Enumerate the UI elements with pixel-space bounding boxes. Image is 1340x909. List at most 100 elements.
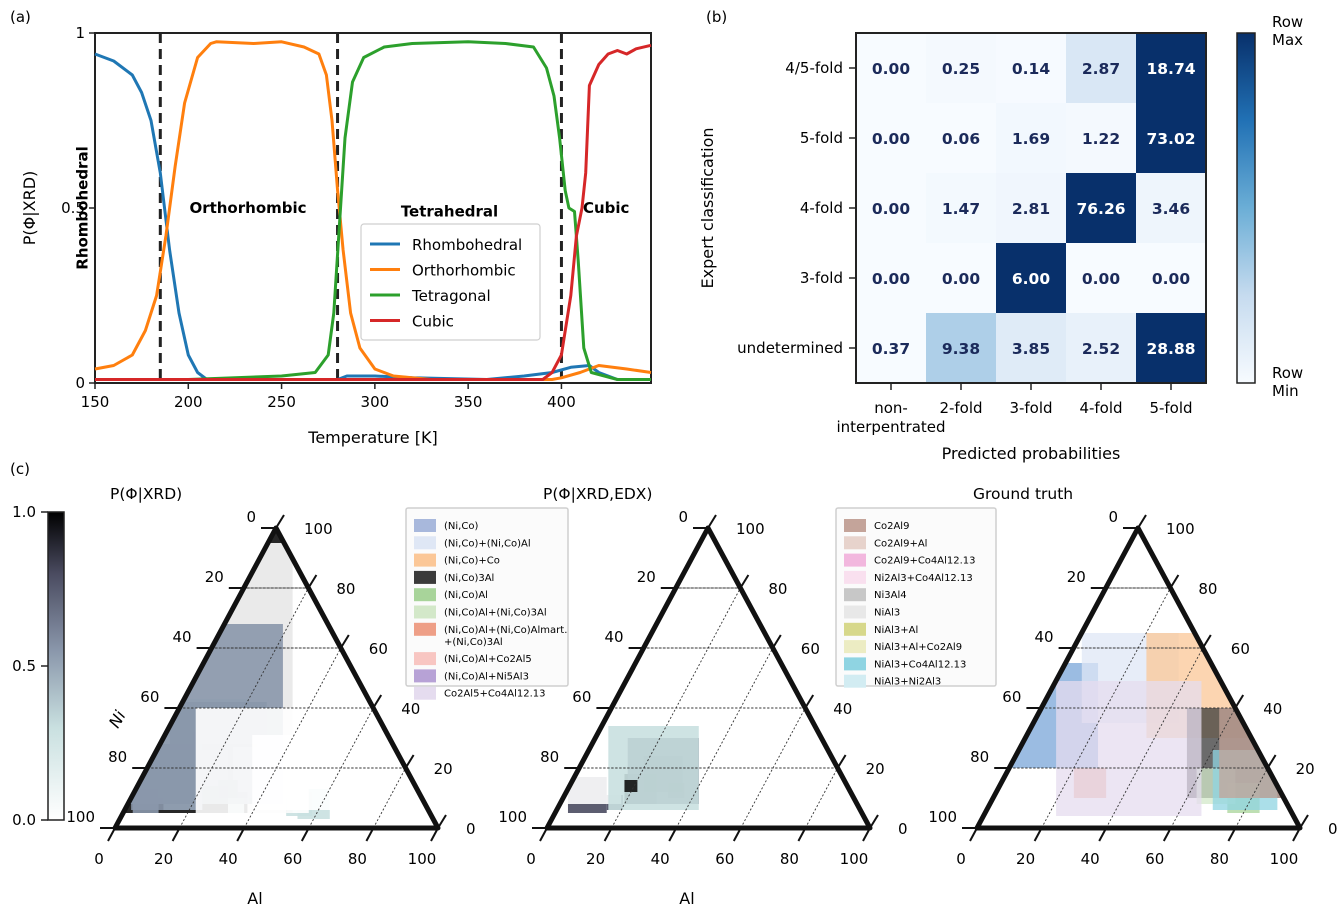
transition-lines	[158, 33, 563, 383]
left-tick-label: 20	[637, 568, 656, 586]
right-tick-label: 40	[833, 700, 852, 718]
left-tick-label: 60	[572, 688, 591, 706]
heatmap-cell	[1136, 243, 1206, 313]
right-tick	[437, 814, 447, 829]
x-axis-label: Temperature [K]	[307, 428, 437, 447]
bottom-tick	[862, 827, 871, 842]
colorbar-tick-label: 1.0	[12, 503, 36, 521]
heatmap-cell	[996, 313, 1066, 383]
right-tick	[869, 814, 879, 829]
cell-value-label: 18.74	[1146, 60, 1195, 78]
x-axis-label: Predicted probabilities	[942, 444, 1121, 463]
x-tick-label: 300	[361, 393, 390, 411]
probability-cell	[195, 708, 309, 813]
right-tick-label: 100	[1166, 520, 1195, 538]
phase-legend-2: Co2Al9 Co2Al9+Al Co2Al9+Co4Al12.13 Ni2Al3+C…	[835, 507, 997, 688]
right-tick-label: 80	[336, 580, 355, 598]
heatmap-cell	[1066, 243, 1136, 313]
right-tick-label: 60	[369, 640, 388, 658]
right-tick	[1234, 694, 1245, 709]
right-tick-label: 20	[1296, 760, 1315, 778]
right-tick-label: 20	[434, 760, 453, 778]
ternary-grid	[1009, 587, 1268, 829]
legend-swatch	[414, 652, 436, 666]
legend-entry: Ni3Al4	[874, 590, 907, 601]
right-tick-label: 0	[898, 820, 908, 838]
bottom-tick-label: 20	[1016, 850, 1035, 868]
heatmap-cell	[1136, 103, 1206, 173]
ternary-frame	[544, 525, 873, 831]
legend-entry: Co2Al9	[874, 521, 909, 532]
cell-value-label: 0.00	[872, 130, 910, 148]
cell-value-label: 1.22	[1082, 130, 1120, 148]
left-tick-label: 100	[66, 808, 95, 826]
bottom-tick	[430, 827, 439, 842]
left-tick-label: 60	[1002, 688, 1021, 706]
colorbar	[47, 511, 65, 821]
bottom-tick	[668, 827, 678, 842]
legend-swatch	[414, 669, 436, 683]
y-tick-label: 1	[75, 24, 85, 42]
legend-entry: NiAl3+Al+Co2Al9	[874, 642, 962, 653]
legend-swatch	[844, 674, 866, 688]
right-tick	[307, 574, 318, 589]
legend-swatch	[844, 519, 866, 532]
left-tick-label: 100	[498, 808, 527, 826]
legend-swatch	[414, 536, 436, 550]
heatmap-cell	[1066, 33, 1136, 103]
legend-swatch	[414, 519, 436, 532]
cell-value-label: 0.00	[872, 270, 910, 288]
cell-value-label: 1.47	[942, 200, 980, 218]
legend-entry: Cubic	[412, 313, 454, 331]
phase-region-label: Cubic	[583, 199, 629, 217]
cell-value-label: 73.02	[1146, 130, 1195, 148]
ternary-plots: P(Φ|XRD) 0 100 0 20 80 20 40 60 40 60 40 60 80 20 80 100…	[66, 485, 1337, 908]
confusion-matrix-panel: 0.00 0.25 0.14 2.87 18.74 0.00 0.06 1.69 1.22 73.…	[698, 13, 1303, 463]
bottom-tick-label: 60	[1145, 850, 1164, 868]
ternary-ticks: 0 100 0 20 80 20 40 60 40 60 40 60 80 20 80 100 0 100	[498, 508, 907, 868]
bottom-tick	[732, 827, 742, 842]
left-tick-label: 100	[928, 808, 957, 826]
right-tick	[771, 634, 782, 649]
probability-cell	[1219, 708, 1300, 798]
colorbar-min-label: Row	[1272, 364, 1303, 382]
legend-entry: Rhombohedral	[412, 236, 522, 254]
y-tick-label: 4-fold	[800, 199, 843, 217]
series-line-tetragonal	[95, 40, 651, 381]
bottom-tick	[300, 827, 310, 842]
legend-swatch	[414, 686, 436, 700]
colorbar-min-label: Min	[1272, 382, 1299, 400]
cell-value-label: 0.00	[942, 270, 980, 288]
right-tick	[1266, 754, 1277, 769]
legend-entry: +(Ni,Co)3Al	[444, 637, 503, 648]
probability-cell	[132, 789, 159, 813]
ternary-panel: 1.0 0.5 0.0 P(Φ|XRD) 0 100 0 20 80 20 40 60 40 60 40 6…	[12, 485, 1337, 908]
legend-entry: Co2Al5+Co4Al12.13	[444, 689, 546, 700]
right-tick	[1169, 574, 1180, 589]
phase-region-label: Tetrahedral	[401, 203, 498, 221]
left-tick-label: 80	[540, 748, 559, 766]
legend-swatch	[414, 605, 436, 619]
right-tick	[404, 754, 415, 769]
heatmap-cell	[1136, 33, 1206, 103]
bottom-tick	[797, 827, 807, 842]
legend-box	[835, 507, 997, 687]
x-tick-label: 5-fold	[1149, 399, 1192, 417]
bottom-tick	[1292, 827, 1301, 842]
legend-entry: (Ni,Co)+Co	[444, 556, 500, 567]
axis-ticks: 150 200 250 300 350 400 0 0.5 1	[61, 24, 576, 411]
cell-value-label: 0.37	[872, 340, 910, 358]
heatmap-cell	[1066, 173, 1136, 243]
right-tick	[707, 514, 717, 529]
right-tick-label: 60	[801, 640, 820, 658]
bottom-tick-label: 40	[651, 850, 670, 868]
right-tick-label: 100	[736, 520, 765, 538]
bottom-tick-label: 100	[1270, 850, 1299, 868]
bottom-tick	[171, 827, 181, 842]
left-axis-label: Ni	[105, 707, 130, 731]
legend-entry: (Ni,Co)Al	[444, 590, 488, 601]
right-tick	[804, 694, 815, 709]
bottom-tick	[539, 827, 548, 842]
